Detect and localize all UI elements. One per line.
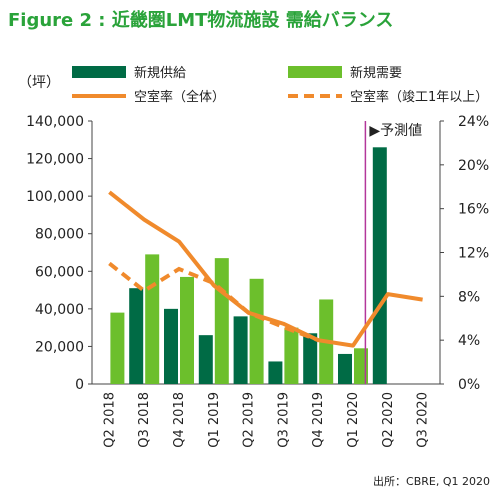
bars <box>110 147 387 384</box>
legend-new-supply-swatch <box>72 66 126 78</box>
bar-new-demand <box>110 312 125 384</box>
y-right-tick-label: 0% <box>458 377 480 393</box>
y-left-tick-label: 20,000 <box>35 339 84 355</box>
y-axis-unit-label: （坪） <box>18 75 60 91</box>
line-vacancy-all <box>108 190 423 348</box>
legend-new-supply-label: 新規供給 <box>134 65 186 81</box>
bar-new-demand <box>284 327 299 384</box>
bar-new-supply <box>129 288 144 384</box>
forecast-label: ▶予測値 <box>369 123 422 139</box>
x-tick-label: Q3 2018 <box>137 392 152 448</box>
bar-new-supply <box>303 333 318 384</box>
y-left-tick-label: 140,000 <box>26 114 84 130</box>
y-right-tick-label: 4% <box>458 333 480 349</box>
source-note: 出所：CBRE, Q1 2020 <box>373 475 490 488</box>
bar-new-supply <box>164 308 178 384</box>
bar-new-supply <box>338 353 352 384</box>
x-tick-label: Q2 2018 <box>102 392 117 448</box>
y-right-tick-label: 20% <box>458 158 489 174</box>
legend-vacancy-all-label: 空室率（全体） <box>134 89 225 105</box>
y-left-tick-label: 120,000 <box>26 152 84 168</box>
x-tick-label: Q3 2020 <box>416 392 431 448</box>
y-right-tick-label: 8% <box>458 289 480 305</box>
y-right-tick-label: 24% <box>458 114 489 130</box>
x-tick-label: Q1 2020 <box>346 392 361 448</box>
y-right-tick-label: 16% <box>458 202 489 218</box>
axes: 0 20,000 40,000 60,000 80,000 100,000 120,000 1… <box>26 114 489 448</box>
legend-new-demand-swatch <box>288 66 342 78</box>
y-right-tick-label: 12% <box>458 246 489 262</box>
chart-title: Figure 2 : 近畿圏LMT物流施設 需給バランス <box>8 10 394 31</box>
legend-new-demand-label: 新規需要 <box>350 65 402 81</box>
bar-new-supply <box>233 316 248 384</box>
y-left-tick-label: 0 <box>75 377 84 393</box>
lines: ▶予測値 <box>108 121 423 384</box>
x-tick-label: Q2 2020 <box>381 392 396 448</box>
bar-new-demand <box>249 278 264 384</box>
y-left-tick-label: 100,000 <box>26 189 84 205</box>
bar-new-demand <box>180 276 194 384</box>
bar-new-supply <box>372 147 387 384</box>
y-left-tick-label: 80,000 <box>35 227 84 243</box>
bar-new-demand <box>145 254 160 384</box>
bar-new-demand <box>354 348 368 384</box>
bar-new-supply <box>198 335 213 384</box>
bar-new-demand <box>214 258 229 384</box>
bar-new-supply <box>268 361 283 384</box>
y-left-tick-label: 60,000 <box>35 264 84 280</box>
legend-vacancy-over-1yr-label: 空室率（竣工1年以上） <box>350 89 488 105</box>
x-tick-label: Q4 2018 <box>172 392 187 448</box>
x-tick-label: Q3 2019 <box>276 392 291 448</box>
y-left-tick-label: 40,000 <box>35 302 84 318</box>
x-tick-label: Q2 2019 <box>242 392 257 448</box>
x-tick-label: Q1 2019 <box>207 392 222 448</box>
x-tick-label: Q4 2019 <box>311 392 326 448</box>
